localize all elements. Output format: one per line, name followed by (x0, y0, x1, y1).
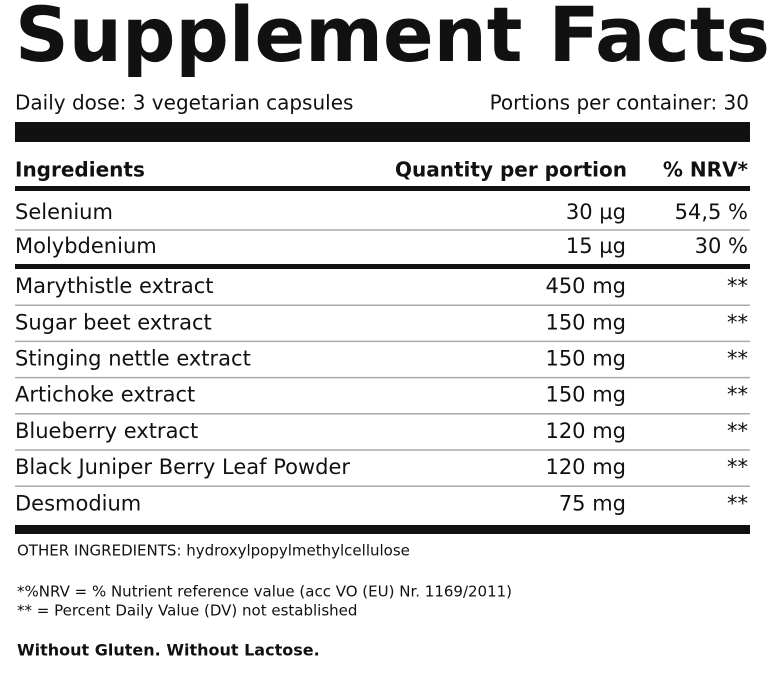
cell: ** (727, 455, 748, 479)
claim: Without Gluten. Without Lactose. (17, 641, 320, 660)
cell: Sugar beet extract (15, 310, 212, 334)
cell: 54,5 % (675, 200, 748, 224)
cell: ** (727, 347, 748, 371)
note: *%NRV = % Nutrient reference value (acc … (17, 583, 512, 601)
cell: ** (727, 274, 748, 298)
rule (15, 264, 750, 269)
thick-bar (15, 122, 750, 142)
cell: 150 mg (545, 383, 626, 407)
cell: 30 µg (566, 200, 626, 224)
cell: 150 mg (545, 347, 626, 371)
rule (15, 186, 750, 191)
cell: ** (727, 419, 748, 443)
cell: Blueberry extract (15, 419, 198, 443)
cell: ** (727, 491, 748, 515)
cell: 75 mg (559, 491, 626, 515)
cell: 450 mg (545, 274, 626, 298)
cell: ** (727, 383, 748, 407)
cell: Stinging nettle extract (15, 347, 251, 371)
title: Supplement Facts (15, 0, 770, 79)
dose: Daily dose: 3 vegetarian capsules (15, 91, 353, 115)
cell: Black Juniper Berry Leaf Powder (15, 455, 350, 479)
column-header: Ingredients (15, 158, 145, 182)
rows: Selenium 30 µg 54,5 % Molybdenium 15 µg 30 % M… (15, 200, 750, 515)
cell: ** (727, 310, 748, 334)
cell: 30 % (695, 234, 748, 258)
cell: Marythistle extract (15, 274, 214, 298)
column-header: Quantity per portion (395, 158, 627, 182)
column-header: % NRV* (663, 158, 749, 182)
cell: 15 µg (566, 234, 626, 258)
note: ** = Percent Daily Value (DV) not establ… (17, 602, 357, 620)
cell: Molybdenium (15, 234, 157, 258)
cell: 120 mg (545, 419, 626, 443)
cell: Selenium (15, 200, 113, 224)
other-ingredients: OTHER INGREDIENTS: hydroxylpopylmethylce… (17, 542, 410, 560)
cell: Artichoke extract (15, 383, 195, 407)
cell: Desmodium (15, 491, 141, 515)
cell: 120 mg (545, 455, 626, 479)
thick-bar (15, 525, 750, 534)
cell: 150 mg (545, 310, 626, 334)
portions: Portions per container: 30 (490, 91, 749, 115)
